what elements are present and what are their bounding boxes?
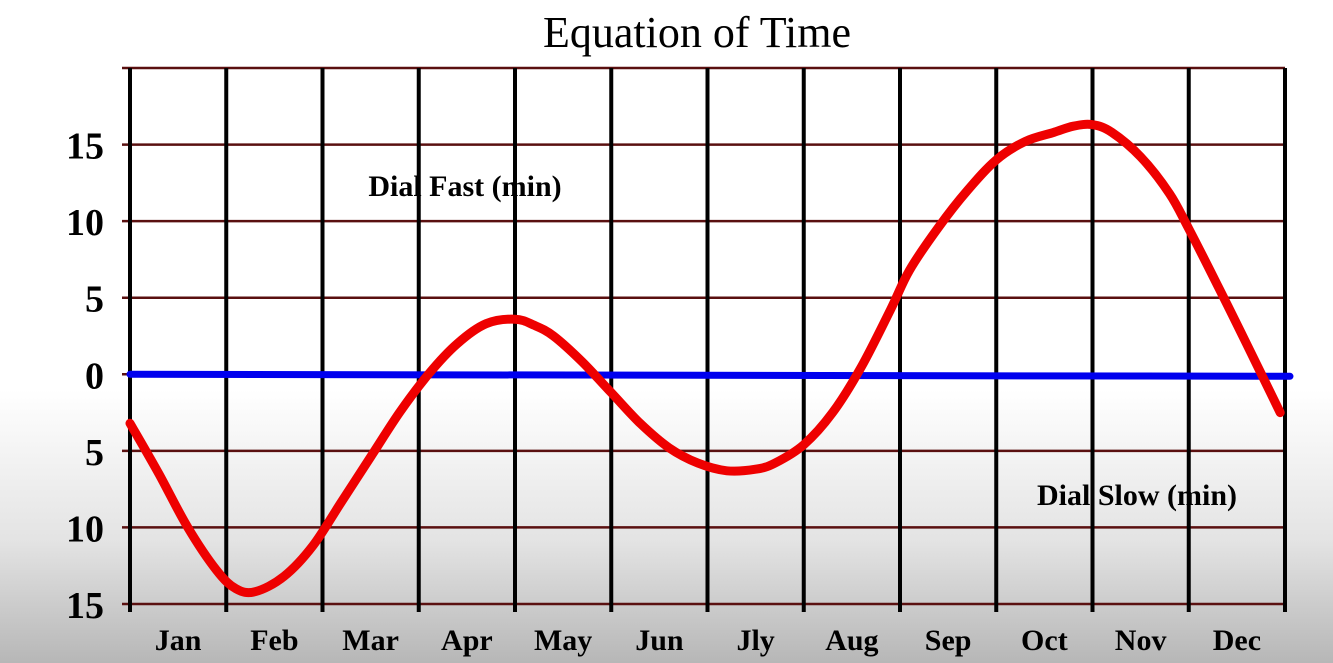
zero-line [126,370,1294,380]
dial-fast-annotation: Dial Fast (min) [368,170,561,203]
x-tick-label: Feb [250,624,298,657]
x-tick-label: Dec [1213,624,1261,657]
x-tick-label: Aug [825,624,878,657]
y-tick-label: 10 [66,202,104,244]
horizontal-gridlines [122,66,1285,606]
vertical-gridlines [128,68,1287,612]
x-tick-label: Jun [635,624,684,657]
x-tick-label: Apr [441,624,493,657]
y-tick-label: 15 [66,126,104,168]
zero-line-group [126,370,1294,380]
x-tick-labels: Jan Feb Mar Apr May Jun Jly Aug Sep Oct Nov Dec [155,624,1261,657]
x-tick-label: Mar [342,624,399,657]
curve-group [125,119,1285,598]
x-tick-label: Nov [1115,624,1167,657]
y-tick-label: 5 [85,432,104,474]
y-tick-label: 5 [85,279,104,321]
x-tick-label: Jly [736,624,774,657]
equation-of-time-curve [125,119,1285,598]
y-tick-label: 10 [66,508,104,550]
chart-title: Equation of Time [543,8,851,57]
y-tick-label: 0 [85,355,104,397]
x-tick-label: Jan [155,624,202,657]
y-tick-labels: 15 10 5 0 5 10 15 [66,126,104,627]
x-tick-label: Oct [1021,624,1068,657]
dial-slow-annotation: Dial Slow (min) [1037,479,1237,512]
y-tick-label: 15 [66,585,104,627]
x-tick-label: Sep [925,624,972,657]
x-tick-label: May [534,624,592,657]
